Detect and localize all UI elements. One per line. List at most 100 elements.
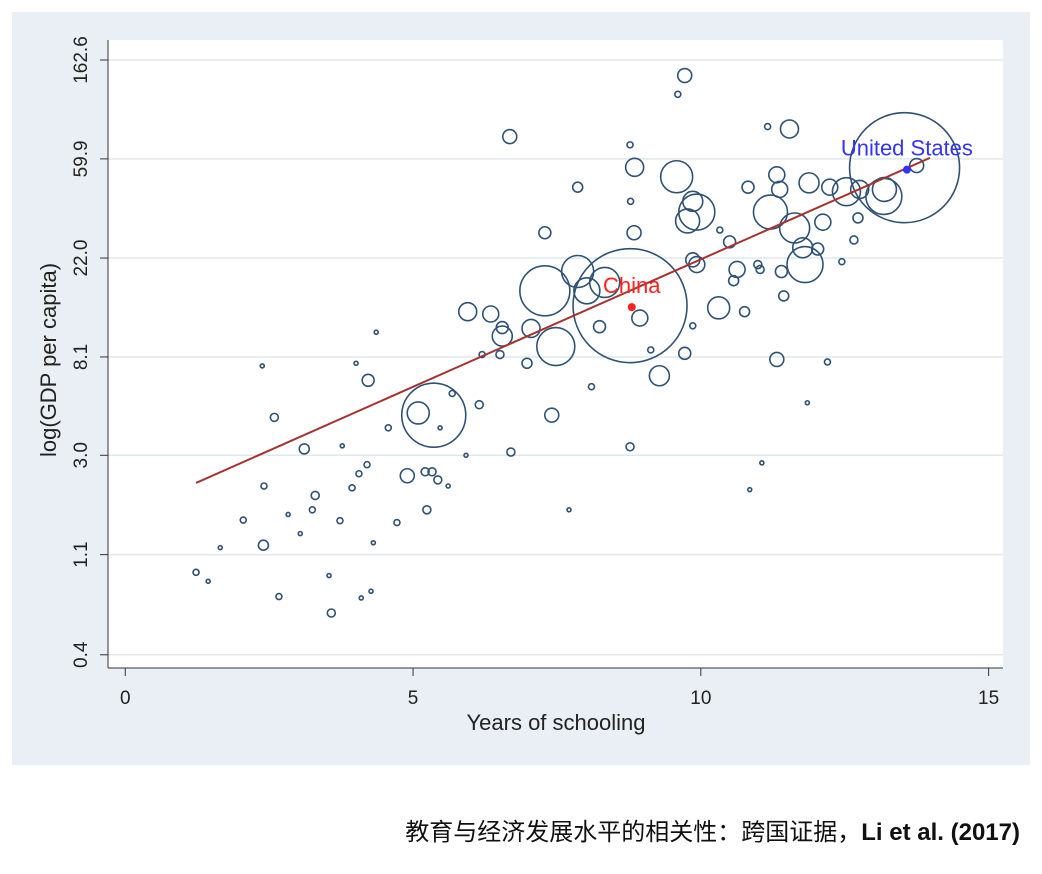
bubble bbox=[573, 277, 601, 305]
bubble bbox=[260, 482, 268, 490]
bubble bbox=[400, 382, 467, 448]
bubble bbox=[706, 296, 731, 320]
bubble bbox=[759, 460, 765, 466]
bubble bbox=[823, 358, 832, 366]
bubble bbox=[722, 235, 737, 249]
bubble bbox=[384, 424, 393, 432]
bubble bbox=[908, 157, 925, 174]
bubble bbox=[422, 504, 432, 515]
bubble bbox=[239, 516, 248, 524]
bubble bbox=[770, 180, 789, 199]
bubble bbox=[217, 544, 224, 551]
bubble bbox=[355, 469, 363, 478]
bubble bbox=[849, 235, 859, 245]
y-tick-label: 162.6 bbox=[71, 36, 92, 84]
bubble bbox=[363, 460, 371, 469]
bubble bbox=[659, 159, 694, 194]
x-axis-title: Years of schooling bbox=[467, 710, 646, 735]
bubble bbox=[506, 447, 516, 457]
bubble bbox=[588, 266, 621, 299]
bubble bbox=[763, 122, 772, 131]
bubble bbox=[361, 373, 375, 388]
bubble bbox=[535, 326, 576, 367]
bubble bbox=[571, 181, 584, 193]
bubble bbox=[521, 357, 533, 370]
bubble bbox=[353, 360, 359, 367]
bubble bbox=[501, 128, 518, 145]
plot-area bbox=[108, 40, 1003, 668]
bubble bbox=[432, 475, 443, 485]
caption-text: 教育与经济发展水平的相关性：跨国证据， bbox=[405, 818, 862, 846]
bubble bbox=[566, 506, 572, 513]
bubble bbox=[677, 346, 692, 361]
bubble bbox=[769, 351, 785, 368]
chart: Years of schooling log(GDP per capita) 0… bbox=[12, 12, 1030, 765]
bubble bbox=[481, 305, 500, 323]
bubble bbox=[519, 265, 571, 317]
y-tick-label: 3.0 bbox=[71, 442, 92, 468]
y-axis-title: log(GDP per capita) bbox=[36, 263, 61, 457]
fit-line bbox=[195, 156, 931, 484]
bubble bbox=[358, 595, 365, 601]
bubble bbox=[625, 441, 635, 452]
bubble bbox=[474, 399, 485, 410]
bubble bbox=[592, 319, 607, 334]
bubble bbox=[848, 111, 961, 224]
bubble bbox=[774, 264, 789, 279]
bubble bbox=[326, 572, 332, 579]
bubble bbox=[308, 505, 317, 514]
bubble bbox=[399, 467, 416, 484]
bubble bbox=[626, 197, 635, 206]
x-tick-label: 15 bbox=[978, 688, 999, 709]
bubble bbox=[688, 321, 697, 330]
bubble bbox=[370, 539, 377, 546]
bubble bbox=[572, 247, 688, 364]
bubble bbox=[348, 484, 356, 492]
bubble bbox=[768, 165, 786, 184]
bubble bbox=[755, 264, 765, 275]
x-tick-label: 10 bbox=[690, 688, 711, 709]
highlight-point bbox=[627, 303, 636, 312]
bubble bbox=[674, 90, 682, 99]
bubble bbox=[393, 518, 401, 527]
bubble bbox=[798, 172, 820, 194]
bubble bbox=[676, 67, 693, 84]
bubble bbox=[310, 490, 321, 501]
bubble bbox=[746, 486, 753, 493]
bubble bbox=[626, 224, 642, 241]
bubble bbox=[587, 382, 596, 391]
bubble bbox=[674, 208, 701, 234]
bubble bbox=[275, 592, 283, 601]
bubble bbox=[814, 213, 832, 231]
bubble bbox=[521, 318, 541, 339]
bubble bbox=[820, 178, 839, 196]
bubble bbox=[445, 483, 451, 489]
bubble bbox=[192, 568, 200, 577]
bubble bbox=[336, 516, 344, 525]
y-tick-label: 22.0 bbox=[71, 240, 92, 277]
bubble bbox=[495, 349, 505, 360]
bubble bbox=[777, 290, 790, 302]
y-tick-label: 0.4 bbox=[71, 641, 92, 668]
bubble bbox=[786, 245, 824, 284]
caption: 教育与经济发展水平的相关性：跨国证据，Li et al. (2017) bbox=[0, 812, 1020, 847]
y-tick-label: 8.1 bbox=[71, 344, 92, 370]
bubble bbox=[831, 176, 862, 207]
bubble bbox=[297, 530, 304, 537]
bubble bbox=[406, 401, 431, 425]
bubble bbox=[339, 443, 346, 449]
x-tick-label: 0 bbox=[120, 688, 131, 709]
bubble bbox=[326, 608, 337, 618]
highlight-label: United States bbox=[841, 136, 973, 161]
bubble bbox=[437, 425, 443, 431]
bubble bbox=[491, 325, 514, 347]
bubble bbox=[463, 452, 469, 459]
bubble bbox=[738, 305, 751, 318]
bubble bbox=[648, 364, 671, 387]
y-tick-label: 1.1 bbox=[71, 541, 92, 567]
bubble bbox=[810, 242, 825, 256]
bubble bbox=[368, 588, 374, 595]
bubble bbox=[269, 412, 280, 423]
bubble bbox=[205, 578, 211, 585]
